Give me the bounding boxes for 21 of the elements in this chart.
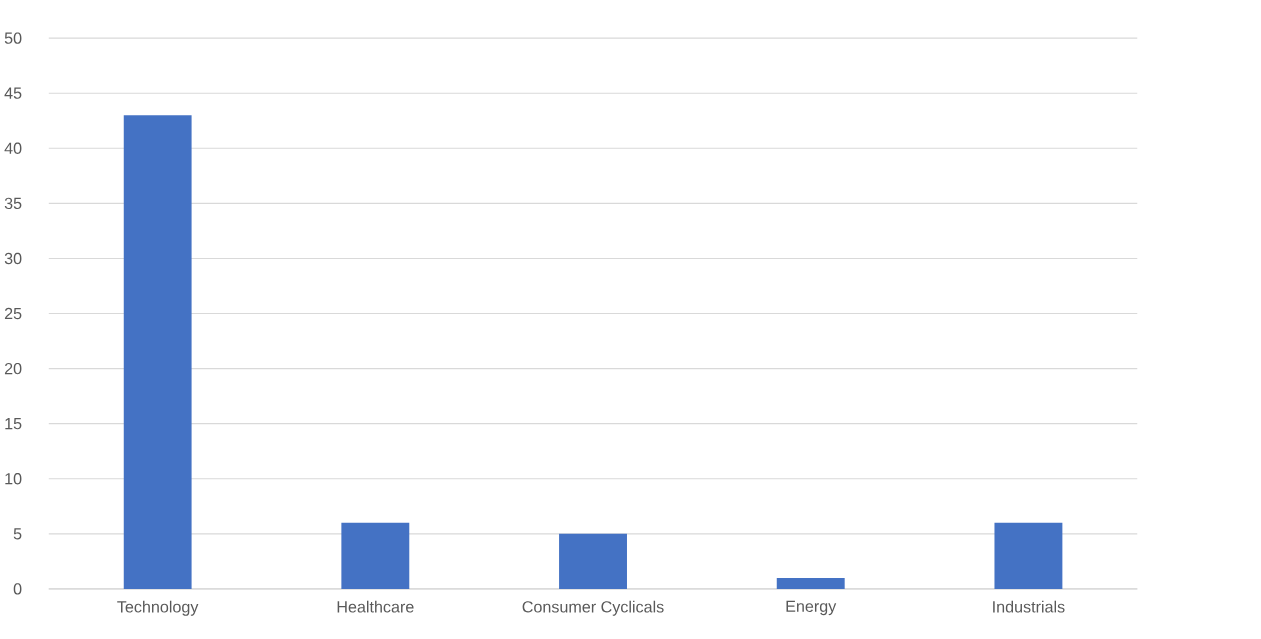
y-tick-label: 40 bbox=[4, 142, 22, 154]
y-tick-label: 45 bbox=[4, 87, 22, 99]
y-tick-label: 50 bbox=[4, 32, 22, 44]
bar bbox=[123, 115, 192, 589]
y-tick-label: 25 bbox=[4, 307, 22, 320]
x-tick-label: Industrials bbox=[993, 600, 1065, 613]
y-tick-label: 30 bbox=[4, 252, 22, 265]
x-tick-label: Technology bbox=[117, 600, 199, 616]
x-tick-label: Energy bbox=[786, 600, 837, 616]
bar bbox=[776, 577, 845, 589]
y-tick-label: 5 bbox=[13, 528, 22, 540]
bar bbox=[559, 533, 627, 589]
x-tick-label: Healthcare bbox=[337, 600, 414, 613]
bar bbox=[994, 522, 1063, 589]
x-tick-label: Consumer Cyclicals bbox=[522, 600, 664, 616]
y-tick-label: 0 bbox=[13, 583, 22, 595]
y-tick-label: 15 bbox=[5, 417, 22, 430]
y-tick-label: 35 bbox=[4, 197, 22, 210]
bar bbox=[341, 522, 410, 589]
y-tick-label: 10 bbox=[5, 472, 22, 485]
y-tick-label: 20 bbox=[4, 362, 22, 375]
